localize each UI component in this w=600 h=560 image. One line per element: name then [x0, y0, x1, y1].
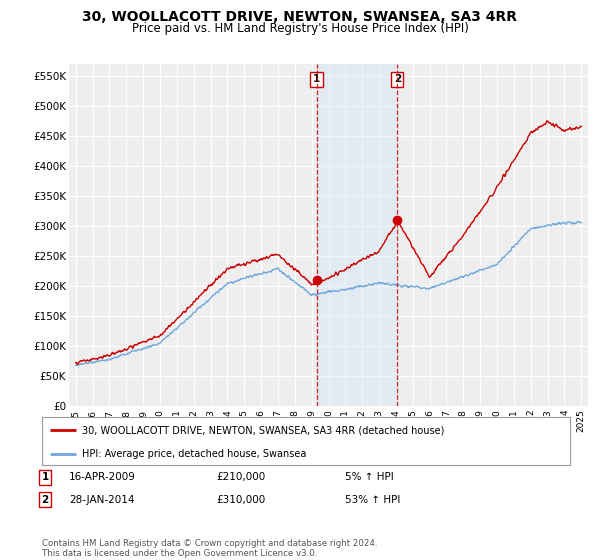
- Text: 1: 1: [313, 74, 320, 85]
- Text: 30, WOOLLACOTT DRIVE, NEWTON, SWANSEA, SA3 4RR: 30, WOOLLACOTT DRIVE, NEWTON, SWANSEA, S…: [83, 10, 517, 24]
- Text: 28-JAN-2014: 28-JAN-2014: [69, 494, 134, 505]
- Text: 2: 2: [394, 74, 401, 85]
- Bar: [317, 64, 397, 406]
- Text: HPI: Average price, detached house, Swansea: HPI: Average price, detached house, Swan…: [82, 449, 306, 459]
- Text: £210,000: £210,000: [216, 472, 265, 482]
- Text: 53% ↑ HPI: 53% ↑ HPI: [345, 494, 400, 505]
- Text: Contains HM Land Registry data © Crown copyright and database right 2024.
This d: Contains HM Land Registry data © Crown c…: [42, 539, 377, 558]
- Text: 1: 1: [41, 472, 49, 482]
- Text: 16-APR-2009: 16-APR-2009: [69, 472, 136, 482]
- Text: £310,000: £310,000: [216, 494, 265, 505]
- Text: Price paid vs. HM Land Registry's House Price Index (HPI): Price paid vs. HM Land Registry's House …: [131, 22, 469, 35]
- Text: 30, WOOLLACOTT DRIVE, NEWTON, SWANSEA, SA3 4RR (detached house): 30, WOOLLACOTT DRIVE, NEWTON, SWANSEA, S…: [82, 425, 444, 435]
- Text: 5% ↑ HPI: 5% ↑ HPI: [345, 472, 394, 482]
- Text: 2: 2: [41, 494, 49, 505]
